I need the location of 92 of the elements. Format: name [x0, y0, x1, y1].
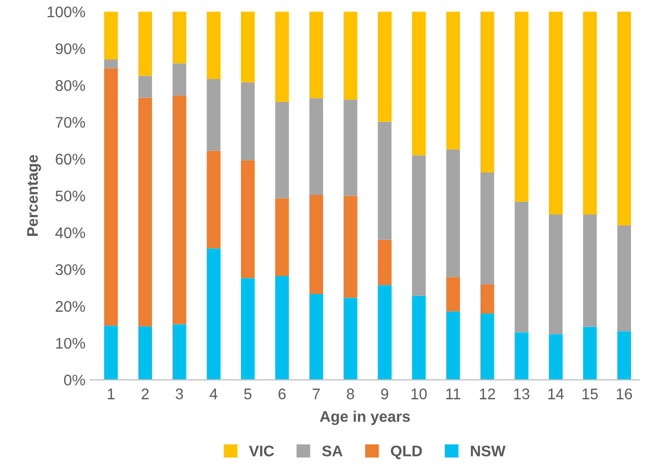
x-tick-label: 9	[381, 388, 388, 400]
bar	[480, 172, 494, 284]
x-axis-title: Age in years	[320, 410, 410, 426]
x-tick-label: 4	[210, 388, 218, 400]
bar	[514, 12, 528, 202]
legend-label: SA	[322, 446, 343, 456]
y-tick-label: 0%	[64, 374, 86, 386]
x-tick-label: 10	[412, 388, 427, 400]
bar	[548, 214, 563, 334]
x-tick-label: 15	[582, 388, 598, 400]
bar	[378, 240, 392, 286]
bar	[172, 324, 186, 380]
bar	[138, 326, 152, 380]
bar	[583, 12, 597, 214]
bar	[275, 198, 289, 276]
x-tick-label: 6	[278, 388, 286, 400]
y-tick-label: 70%	[56, 116, 86, 128]
y-tick-label: 20%	[56, 301, 86, 312]
bar	[240, 278, 255, 380]
bar	[514, 202, 528, 332]
bar	[309, 12, 324, 98]
bar	[240, 82, 255, 160]
bar	[344, 12, 358, 100]
bar	[446, 149, 460, 278]
bar	[344, 100, 358, 196]
bar	[206, 12, 220, 80]
bar	[617, 226, 631, 332]
bar	[240, 160, 255, 278]
x-tick-label: 11	[446, 388, 460, 400]
y-axis-title: Percentage	[27, 155, 41, 236]
bar	[583, 326, 597, 380]
y-tick-label: 60%	[56, 154, 86, 165]
bar	[344, 196, 358, 298]
bar	[617, 331, 631, 380]
y-tick-label: 40%	[55, 227, 86, 238]
bar	[412, 12, 426, 156]
bar	[378, 122, 392, 240]
bar	[172, 12, 186, 64]
bar	[309, 294, 324, 380]
bar	[480, 314, 494, 380]
bar	[206, 79, 220, 151]
bar	[514, 332, 528, 380]
bar	[206, 248, 220, 380]
bar	[309, 98, 324, 195]
bar	[378, 285, 392, 380]
bar	[412, 296, 426, 380]
x-tick-label: 2	[142, 388, 149, 400]
y-tick-label: 10%	[56, 338, 86, 349]
legend-label: NSW	[470, 446, 506, 456]
bar	[446, 12, 460, 150]
x-tick-label: 13	[514, 388, 530, 400]
bar	[104, 326, 118, 380]
legend-label: VIC	[248, 446, 274, 456]
x-tick-label: 12	[480, 388, 496, 400]
bar	[344, 298, 358, 380]
bar	[548, 12, 563, 214]
bar	[104, 68, 118, 326]
bar	[104, 12, 118, 60]
bar	[309, 194, 324, 294]
bar	[480, 12, 494, 173]
bar	[412, 155, 426, 296]
bar	[583, 214, 597, 327]
bar	[446, 277, 460, 312]
bar	[240, 12, 255, 82]
bar	[480, 284, 494, 314]
x-tick-label: 3	[176, 388, 183, 400]
bar	[617, 12, 631, 226]
bar	[378, 12, 392, 122]
x-tick-label: 14	[548, 388, 564, 400]
bar	[138, 76, 152, 98]
x-tick-label: 5	[244, 388, 252, 400]
bar	[275, 102, 289, 198]
bar	[206, 150, 220, 248]
x-tick-label: 7	[312, 388, 320, 400]
y-tick-label: 30%	[56, 264, 86, 276]
bar	[275, 12, 289, 102]
y-tick-label: 100%	[48, 6, 86, 18]
bar	[138, 12, 152, 76]
y-tick-label: 50%	[56, 190, 86, 202]
bar	[275, 276, 289, 380]
legend-label: QLD	[390, 446, 422, 460]
bar	[138, 98, 152, 326]
bar	[172, 96, 186, 324]
x-tick-label: 16	[616, 388, 632, 400]
y-tick-label: 90%	[56, 43, 86, 54]
x-tick-label: 8	[346, 388, 354, 400]
bar	[446, 311, 460, 380]
bar	[172, 63, 186, 96]
bar	[104, 60, 118, 68]
x-tick-label: 1	[108, 388, 114, 400]
bar	[548, 334, 563, 380]
y-tick-label: 80%	[56, 80, 86, 91]
